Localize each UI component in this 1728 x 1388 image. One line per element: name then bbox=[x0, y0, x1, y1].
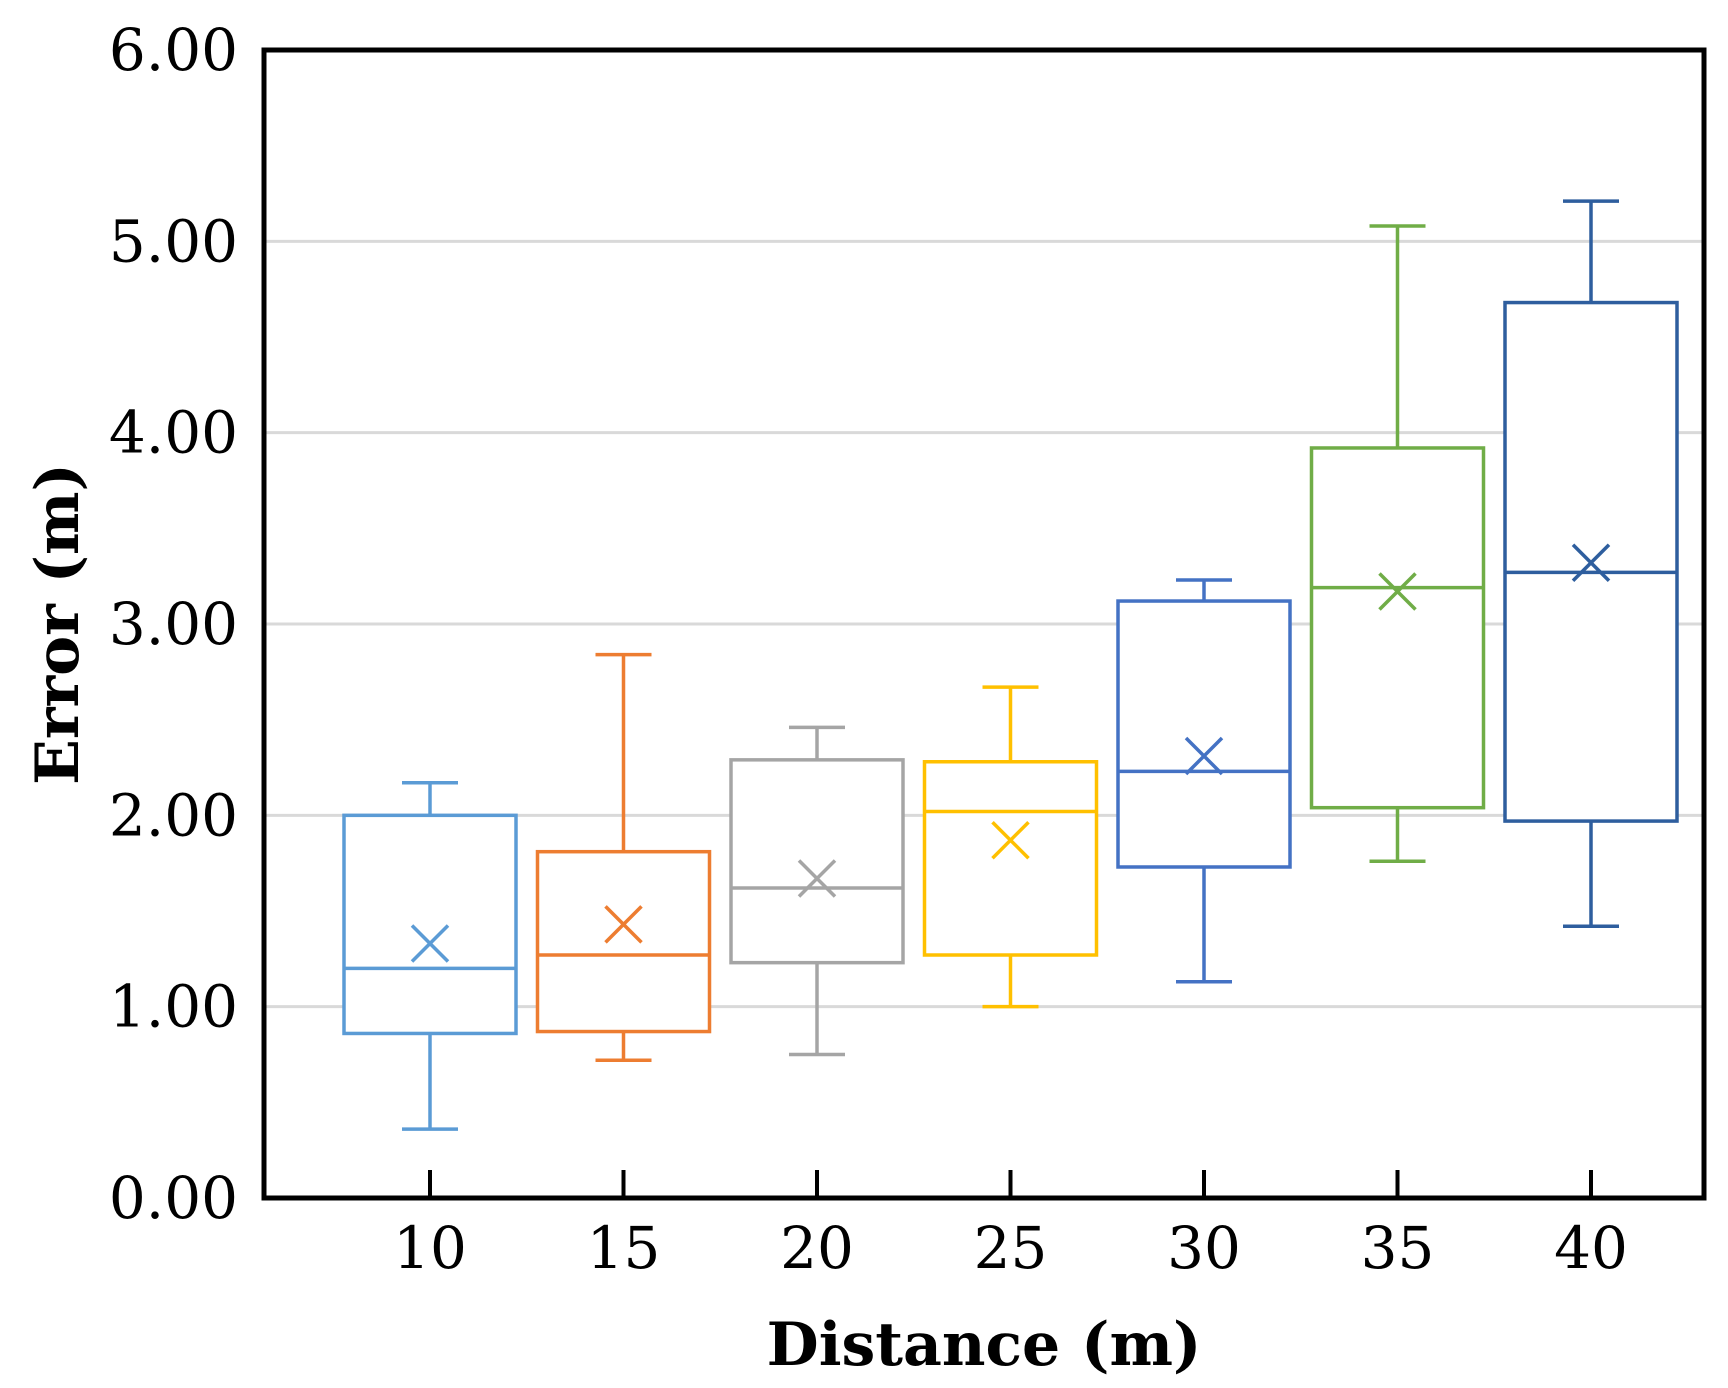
y-tick-label: 6.00 bbox=[109, 16, 238, 84]
iqr-box bbox=[342, 813, 518, 1036]
iqr-box bbox=[535, 849, 712, 1034]
y-axis-ticks: 0.00 1.00 2.00 3.00 4.00 5.00 6.00 bbox=[109, 16, 238, 1232]
mean-marker bbox=[797, 859, 837, 898]
y-tick-label: 4.00 bbox=[109, 399, 238, 467]
y-axis-title: Error (m) bbox=[23, 463, 93, 785]
mean-marker bbox=[1571, 543, 1611, 583]
box-35 bbox=[1309, 224, 1486, 864]
mean-marker bbox=[410, 924, 450, 963]
plot-frame bbox=[261, 47, 1707, 1201]
box-series bbox=[342, 199, 1679, 1131]
mean-marker bbox=[991, 820, 1030, 860]
x-tick-label: 20 bbox=[780, 1214, 854, 1282]
iqr-box bbox=[1309, 446, 1486, 810]
mean-marker bbox=[1378, 572, 1417, 611]
iqr-box bbox=[1116, 599, 1292, 869]
x-tick-label: 25 bbox=[974, 1214, 1048, 1282]
box-10 bbox=[342, 781, 518, 1131]
y-tick-label: 5.00 bbox=[109, 207, 238, 275]
x-tick-label: 30 bbox=[1167, 1214, 1241, 1282]
box-30 bbox=[1116, 578, 1292, 984]
box-25 bbox=[922, 685, 1099, 1009]
x-tick-label: 15 bbox=[587, 1214, 661, 1282]
y-tick-label: 0.00 bbox=[109, 1164, 238, 1232]
y-tick-label: 3.00 bbox=[109, 590, 238, 658]
mean-marker bbox=[604, 905, 643, 944]
mean-marker bbox=[1184, 736, 1224, 776]
x-tick-label: 10 bbox=[393, 1214, 467, 1282]
x-axis-title: Distance (m) bbox=[767, 1310, 1202, 1380]
box-40 bbox=[1503, 199, 1679, 929]
x-tick-label: 40 bbox=[1554, 1214, 1628, 1282]
iqr-box bbox=[729, 758, 905, 965]
box-20 bbox=[729, 725, 905, 1057]
y-tick-label: 1.00 bbox=[109, 973, 238, 1041]
y-tick-label: 2.00 bbox=[109, 781, 238, 849]
iqr-box bbox=[922, 760, 1099, 957]
box-15 bbox=[535, 652, 712, 1062]
x-axis-ticks: 10 15 20 25 30 35 40 bbox=[393, 1170, 1628, 1282]
x-tick-label: 35 bbox=[1361, 1214, 1435, 1282]
